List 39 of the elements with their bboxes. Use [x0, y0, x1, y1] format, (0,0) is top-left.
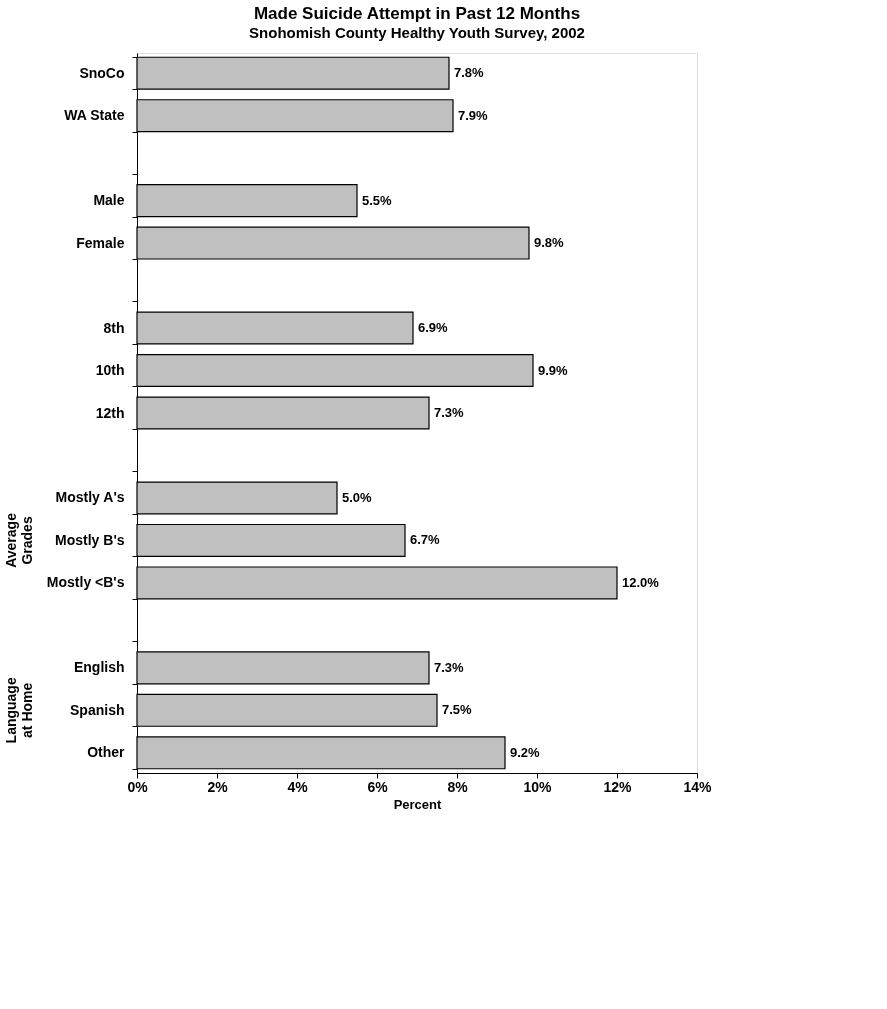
- data-label: 9.9%: [538, 362, 569, 378]
- data-label: 5.5%: [362, 192, 393, 208]
- x-tick-label: 12%: [603, 778, 633, 795]
- y-tick-label: 12th: [95, 404, 125, 421]
- x-tick-label: 2%: [207, 778, 229, 795]
- data-label: 9.2%: [510, 744, 541, 760]
- data-label: 6.9%: [418, 320, 449, 336]
- x-tick-label: 14%: [683, 778, 713, 795]
- data-label: 6.7%: [410, 532, 441, 548]
- x-tick-label: 4%: [287, 778, 309, 795]
- y-tick-label: 10th: [95, 362, 125, 379]
- data-label: 7.3%: [434, 405, 465, 420]
- text: Language at Home: [3, 677, 35, 744]
- y-tick-label: Mostly <B's: [46, 574, 125, 591]
- chart-title: Made Suicide Attempt in Past 12 Months: [253, 4, 581, 23]
- data-label: 7.9%: [458, 107, 489, 123]
- chart-subtitle: Snohomish County Healthy Youth Survey, 2002: [249, 24, 585, 41]
- x-tick-label: 0%: [127, 778, 149, 795]
- data-label: 12.0%: [622, 574, 660, 590]
- y-tick-label: Female: [76, 234, 125, 251]
- data-label: 7.8%: [454, 65, 485, 81]
- y-tick-label: WA State: [64, 107, 125, 124]
- y-tick-label: Mostly B's: [55, 531, 125, 548]
- data-label: 5.0%: [342, 489, 373, 505]
- y-tick-label: Other: [87, 744, 126, 761]
- text: Average Grades: [3, 512, 35, 568]
- data-label: 7.5%: [442, 702, 473, 718]
- y-tick-label: Mostly A's: [55, 489, 125, 506]
- x-tick-label: 10%: [523, 778, 553, 795]
- y-tick-label: Male: [93, 192, 125, 209]
- data-label: 7.3%: [434, 659, 465, 675]
- y-tick-label: English: [73, 659, 125, 676]
- data-label: 9.8%: [534, 235, 565, 251]
- y-tick-label: Spanish: [70, 701, 125, 718]
- x-axis-title: Percent: [393, 796, 443, 812]
- x-tick-label: 6%: [367, 778, 389, 795]
- y-tick-label: SnoCo: [79, 64, 125, 81]
- x-tick-label: 8%: [447, 778, 469, 795]
- y-tick-label: 8th: [103, 319, 125, 336]
